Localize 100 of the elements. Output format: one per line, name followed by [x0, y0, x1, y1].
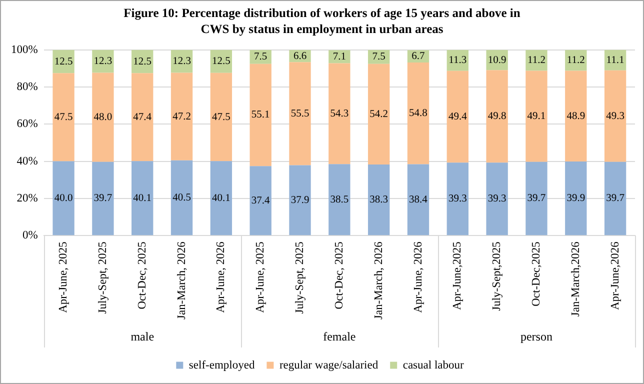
- bar: [92, 162, 114, 236]
- data-label: 39.9: [566, 193, 586, 204]
- data-label: 11.2: [527, 55, 546, 66]
- data-label: 54.2: [370, 108, 388, 120]
- bar: [52, 161, 74, 236]
- bar: [328, 50, 350, 64]
- x-tick-label: July-Sept, 2025: [294, 241, 306, 314]
- bar: [328, 164, 350, 236]
- bar: [170, 160, 193, 236]
- bar: [132, 161, 154, 236]
- bar: [52, 50, 74, 74]
- x-tick-label: Apr-June, 2026: [215, 241, 228, 313]
- x-tick-label: Jan-March, 2026: [372, 241, 385, 320]
- text: male: [130, 330, 154, 344]
- x-tick-label: Oct-Dec,2025: [530, 241, 542, 306]
- bar: [289, 62, 311, 166]
- data-label: 37.4: [251, 195, 271, 206]
- data-label: 10.9: [488, 54, 506, 66]
- data-label: 39.7: [527, 193, 546, 204]
- bar: [565, 161, 587, 236]
- data-label: 48.0: [94, 112, 112, 124]
- text: person: [520, 330, 552, 344]
- data-label: 39.3: [488, 194, 506, 205]
- data-label: 6.7: [412, 51, 425, 62]
- bar: [368, 64, 390, 164]
- legend-label: casual labour: [402, 359, 464, 372]
- bar: [210, 161, 232, 236]
- data-label: 40.1: [133, 192, 152, 204]
- data-label: 40.5: [172, 192, 191, 204]
- bar: [604, 70, 626, 162]
- data-label: 47.2: [172, 111, 191, 122]
- data-label: 49.4: [448, 111, 468, 122]
- data-label: 12.5: [212, 56, 230, 68]
- data-label: 38.5: [330, 194, 349, 206]
- bar: [604, 162, 626, 236]
- bar: [446, 162, 468, 236]
- data-label: 47.4: [133, 112, 152, 123]
- data-label: 37.9: [290, 194, 310, 206]
- x-tick-label: Apr-June, 2025: [58, 241, 70, 313]
- bar: [250, 166, 272, 236]
- y-tick-label: 0%: [22, 230, 38, 242]
- data-label: 40.0: [54, 192, 73, 204]
- x-tick-label: July-Sept,2025: [491, 241, 504, 311]
- y-tick-label: 40%: [16, 155, 38, 168]
- x-tick-label: Apr-June, 2026: [412, 241, 424, 313]
- data-label: 7.5: [372, 52, 386, 63]
- y-tick-label: 60%: [16, 118, 38, 130]
- x-tick-label: July-Sept, 2025: [96, 241, 109, 314]
- data-label: 12.5: [54, 56, 73, 68]
- x-tick-label: Oct-Dec, 2025: [136, 241, 148, 310]
- data-label: 39.7: [94, 193, 112, 204]
- x-tick-label: Jan-March,2026: [570, 241, 582, 317]
- bar: [565, 70, 587, 162]
- data-label: 38.4: [409, 194, 428, 206]
- data-label: 55.1: [251, 110, 270, 121]
- data-label: 49.1: [527, 111, 546, 122]
- bar: [368, 164, 390, 236]
- bar: [328, 63, 350, 164]
- data-label: 38.3: [370, 194, 388, 206]
- chart-title: Figure 10: Percentage distribution of workers of age 15 years and above in CWS by status in employment in urban areas: [122, 5, 522, 37]
- bar: [486, 162, 508, 236]
- bar: [604, 50, 626, 70]
- bar: [446, 70, 468, 163]
- bar: [526, 162, 548, 236]
- data-label: 39.3: [448, 194, 467, 205]
- data-label: 12.3: [94, 56, 112, 68]
- data-label: 11.3: [448, 55, 467, 66]
- bar: [52, 73, 74, 162]
- text: female: [323, 330, 356, 344]
- data-label: 54.8: [409, 108, 428, 120]
- bar: [132, 73, 154, 162]
- data-label: 39.7: [606, 193, 624, 204]
- data-label: 48.9: [566, 110, 586, 122]
- data-label: 12.3: [172, 56, 191, 68]
- bar: [210, 72, 232, 162]
- data-label: 54.3: [330, 108, 349, 120]
- data-label: 11.1: [606, 54, 624, 66]
- x-tick-label: Apr-June,2025: [452, 241, 464, 310]
- data-label: 55.5: [290, 108, 310, 120]
- bar: [250, 64, 272, 166]
- legend-label: self-employed: [188, 359, 255, 372]
- bar: [407, 164, 430, 236]
- data-label: 49.3: [606, 110, 624, 122]
- bar: [92, 50, 114, 73]
- x-tick-label: Jan-March, 2026: [176, 241, 188, 320]
- x-tick-label: Apr-June,2026: [609, 241, 622, 310]
- x-tick-label: Oct-Dec, 2025: [333, 241, 346, 310]
- data-label: 7.1: [332, 51, 346, 62]
- data-label: 7.5: [254, 52, 268, 63]
- x-tick-label: Apr-June, 2025: [254, 241, 267, 313]
- data-label: 11.2: [566, 55, 585, 66]
- y-tick-label: 80%: [16, 81, 38, 94]
- bar: [289, 165, 311, 236]
- bar: [92, 72, 114, 162]
- bar: [486, 70, 508, 163]
- data-label: 47.5: [54, 112, 73, 123]
- data-label: 49.8: [488, 111, 506, 122]
- legend-label: regular wage/salaried: [279, 359, 378, 372]
- data-label: 12.5: [133, 56, 152, 68]
- y-tick-label: 100%: [10, 44, 38, 56]
